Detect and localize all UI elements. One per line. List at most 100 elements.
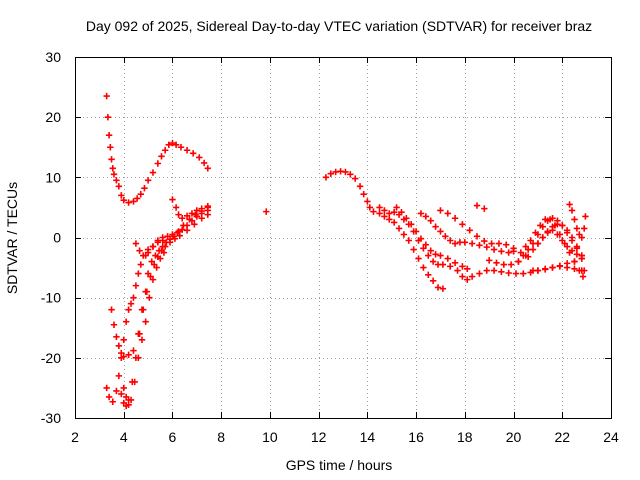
data-point (390, 219, 398, 226)
data-point (263, 208, 270, 215)
data-point (189, 150, 197, 157)
data-point (571, 258, 578, 265)
data-point (140, 252, 147, 259)
data-point (113, 177, 120, 184)
data-point (425, 252, 432, 259)
data-point (132, 282, 140, 289)
data-point (425, 271, 432, 279)
y-tick-label: -30 (41, 410, 61, 426)
data-point (437, 207, 444, 214)
data-point (464, 276, 471, 283)
data-point (493, 259, 500, 266)
data-point (122, 393, 130, 401)
data-point (381, 213, 388, 220)
data-point (204, 165, 211, 172)
data-point (137, 261, 144, 268)
data-point (120, 336, 127, 343)
data-point (432, 251, 439, 258)
data-point (490, 246, 498, 253)
data-point (327, 170, 335, 177)
data-point (559, 237, 566, 244)
data-point (146, 294, 153, 301)
data-point (549, 264, 556, 271)
data-point (505, 269, 512, 277)
data-point (122, 318, 130, 325)
data-point (537, 222, 544, 229)
data-point (141, 184, 148, 192)
data-point (386, 216, 393, 223)
data-point (485, 257, 493, 264)
x-tick-label: 22 (554, 429, 570, 445)
y-tick-label: 0 (53, 230, 61, 246)
data-point (554, 217, 561, 224)
data-point (142, 318, 149, 325)
data-point (534, 267, 542, 274)
data-point (544, 229, 551, 236)
x-tick-label: 18 (457, 429, 473, 445)
data-point (157, 255, 164, 262)
data-point (200, 159, 208, 167)
y-tick-label: 10 (45, 169, 61, 185)
y-tick-label: -20 (41, 350, 61, 366)
data-point (172, 141, 180, 149)
x-tick-label: 2 (71, 429, 79, 445)
data-point (498, 268, 505, 275)
data-point (410, 246, 417, 253)
data-point (505, 249, 512, 256)
data-point (183, 212, 191, 220)
data-point (403, 215, 410, 222)
data-point (130, 198, 137, 205)
data-point (454, 267, 461, 274)
data-point (420, 245, 427, 252)
data-point (427, 217, 434, 224)
data-point (578, 267, 585, 274)
data-point (370, 208, 377, 215)
data-point (191, 221, 198, 228)
data-point (459, 263, 466, 270)
data-point (581, 225, 588, 232)
data-point (165, 141, 172, 149)
data-point (136, 330, 143, 337)
series-arc-f (132, 237, 166, 259)
data-point (434, 284, 442, 291)
data-point (520, 270, 527, 277)
series-arc-r (534, 227, 585, 259)
data-point (159, 237, 166, 244)
data-point (110, 171, 118, 178)
data-point (515, 258, 522, 265)
data-point (360, 190, 367, 198)
x-tick-label: 16 (408, 429, 424, 445)
data-point (582, 213, 589, 220)
data-point (113, 387, 120, 395)
data-point (468, 240, 476, 247)
data-point (154, 239, 162, 246)
data-point (568, 247, 576, 254)
data-point (563, 229, 571, 236)
data-point (130, 294, 137, 301)
data-point (175, 211, 182, 218)
data-point (451, 215, 459, 222)
data-point (510, 245, 517, 252)
data-point (144, 249, 152, 256)
data-point (573, 225, 581, 232)
data-point (417, 235, 425, 242)
series-arc-i (376, 204, 585, 283)
series-arc-b (103, 207, 211, 405)
data-point (127, 396, 135, 404)
data-point (554, 231, 561, 238)
data-point (473, 202, 481, 209)
data-point (169, 139, 176, 147)
data-point (451, 259, 459, 266)
data-point (149, 169, 157, 176)
series-arc-q (529, 263, 585, 274)
data-point (130, 347, 137, 354)
series-arc-a (103, 92, 211, 206)
data-point (109, 165, 116, 172)
data-point (444, 255, 451, 262)
data-point (534, 240, 542, 247)
series-arc-h (322, 168, 447, 292)
data-point (459, 273, 466, 280)
data-point (422, 241, 430, 248)
